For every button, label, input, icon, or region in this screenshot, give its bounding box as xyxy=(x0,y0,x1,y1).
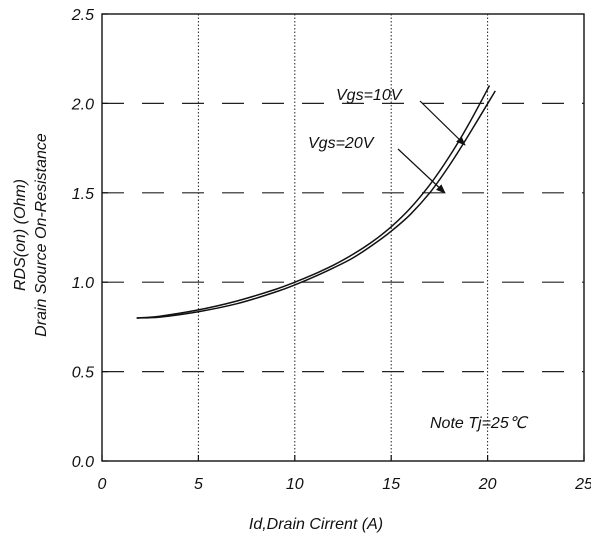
y-tick-label-0: 0.0 xyxy=(72,454,94,471)
annotation-vgs20: Vgs=20V xyxy=(308,135,446,194)
y-tick-label-3: 1.5 xyxy=(72,186,94,203)
y-tick-label-1: 0.5 xyxy=(72,365,94,382)
y-tick-labels: 0.0 0.5 1.0 1.5 2.0 2.5 xyxy=(71,7,94,471)
annotation-vgs10-arrow xyxy=(419,100,466,146)
y-tick-label-4: 2.0 xyxy=(71,96,94,113)
series-group xyxy=(136,85,496,319)
x-tick-label-5: 25 xyxy=(574,476,591,493)
x-tick-label-0: 0 xyxy=(98,476,107,493)
x-tick-labels: 0 5 10 15 20 25 xyxy=(98,476,591,493)
y-tick-label-2: 1.0 xyxy=(72,275,94,292)
annotation-vgs10: Vgs=10V xyxy=(336,87,466,146)
tick-marks xyxy=(101,13,585,462)
note-temperature: Note Tj=25℃ xyxy=(430,415,529,432)
y-tick-label-5: 2.5 xyxy=(71,7,94,24)
y-axis-title-line2: Drain Source On-Resistance xyxy=(33,133,50,337)
x-tick-label-3: 15 xyxy=(382,476,400,493)
y-axis-title-line1: RDS(on) (Ohm) xyxy=(12,179,29,291)
series-line-vgs10 xyxy=(136,85,491,319)
x-axis-title: Id,Drain Cirrent (A) xyxy=(249,516,383,533)
x-tick-label-4: 20 xyxy=(478,476,497,493)
annotation-vgs20-arrow xyxy=(397,148,446,194)
x-tick-label-1: 5 xyxy=(194,476,203,493)
annotation-vgs10-label: Vgs=10V xyxy=(336,87,403,104)
x-tick-label-2: 10 xyxy=(286,476,304,493)
series-line-vgs20 xyxy=(136,90,496,319)
grid xyxy=(102,14,584,461)
plot-area-frame xyxy=(101,13,585,462)
annotation-vgs20-label: Vgs=20V xyxy=(308,135,375,152)
